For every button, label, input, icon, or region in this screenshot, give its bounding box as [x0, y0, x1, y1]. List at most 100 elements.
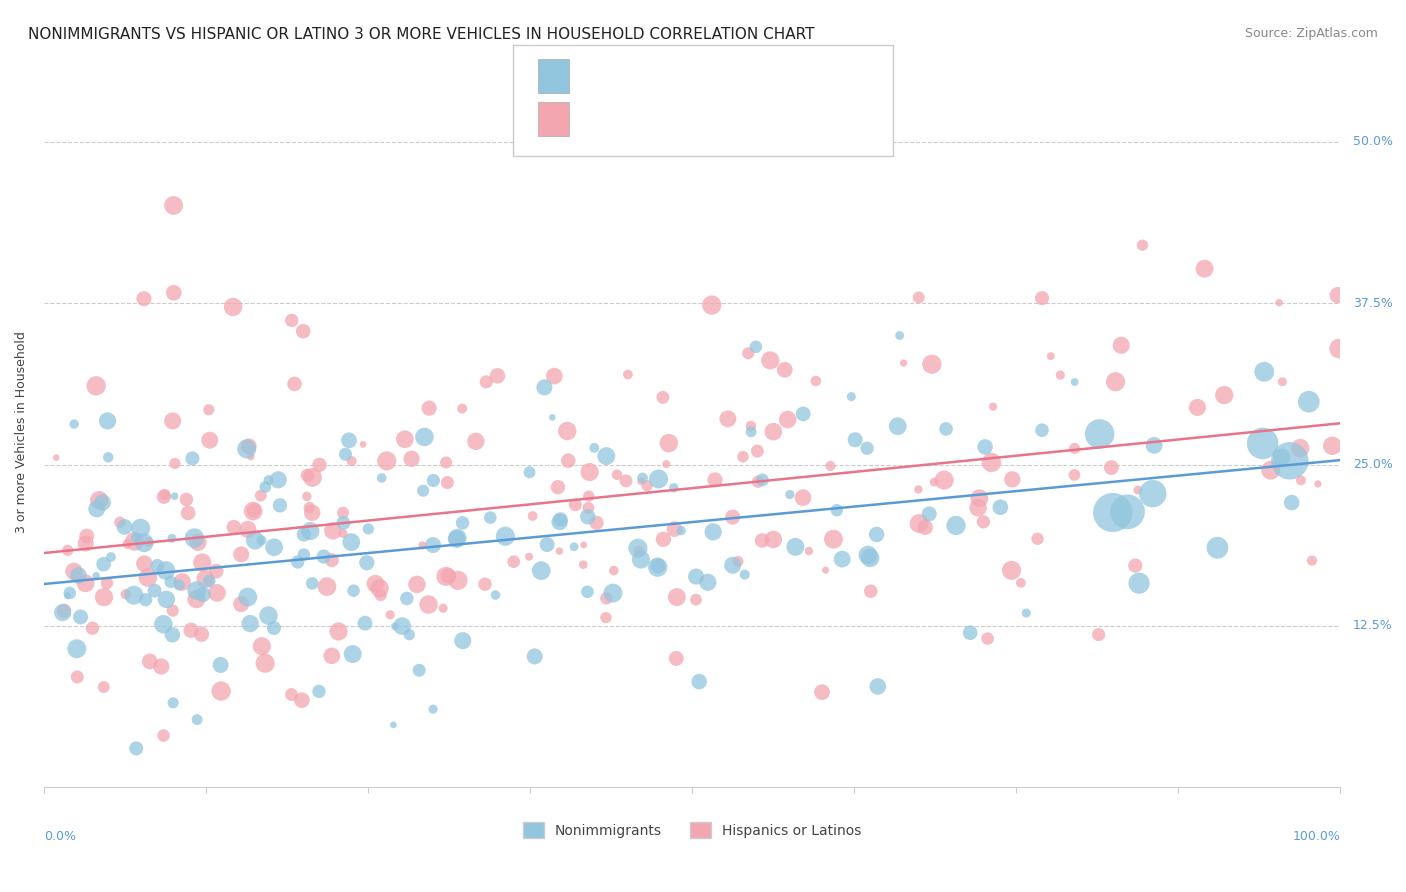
Point: [422, 702, 444, 716]
Point: [280, 688, 302, 702]
Point: [162, 414, 184, 428]
Point: [804, 374, 827, 388]
Point: [856, 548, 879, 562]
Point: [152, 617, 174, 632]
Point: [1026, 532, 1049, 546]
Point: [134, 536, 156, 550]
Point: [1298, 394, 1320, 409]
Point: [595, 591, 617, 606]
Point: [550, 512, 572, 526]
Point: [283, 376, 305, 391]
Point: [152, 729, 174, 743]
Point: [391, 619, 413, 633]
Point: [84, 379, 107, 393]
Point: [412, 538, 434, 552]
Point: [100, 549, 122, 564]
Point: [187, 535, 209, 549]
Point: [1039, 349, 1062, 363]
Point: [134, 557, 156, 571]
Point: [194, 572, 217, 586]
Point: [522, 509, 544, 524]
Point: [614, 474, 637, 488]
Point: [717, 412, 740, 426]
Point: [751, 533, 773, 548]
Point: [530, 564, 553, 578]
Point: [136, 571, 159, 585]
Point: [108, 516, 131, 530]
Point: [91, 495, 114, 509]
Point: [186, 583, 208, 598]
Point: [578, 465, 600, 479]
Point: [981, 400, 1004, 414]
Point: [820, 458, 842, 473]
Point: [180, 624, 202, 638]
Point: [1104, 375, 1126, 389]
Point: [1063, 375, 1085, 389]
Point: [308, 684, 330, 698]
Point: [959, 625, 981, 640]
Point: [297, 468, 319, 483]
Point: [291, 693, 314, 707]
Point: [342, 583, 364, 598]
Point: [162, 696, 184, 710]
Point: [93, 680, 115, 694]
Point: [908, 516, 931, 531]
Text: 12.5%: 12.5%: [1353, 619, 1393, 632]
Point: [93, 590, 115, 604]
Point: [557, 453, 579, 467]
Point: [75, 536, 97, 550]
Point: [831, 552, 853, 566]
Point: [321, 648, 343, 663]
Point: [1327, 342, 1350, 356]
Point: [124, 534, 146, 549]
Point: [87, 493, 110, 508]
Point: [451, 633, 474, 648]
Point: [301, 506, 323, 520]
Point: [163, 285, 186, 300]
Point: [301, 470, 323, 484]
Point: [547, 480, 569, 494]
Text: 37.5%: 37.5%: [1353, 297, 1393, 310]
Point: [762, 533, 785, 547]
Point: [257, 473, 280, 487]
Point: [636, 478, 658, 492]
Point: [1271, 375, 1294, 389]
Point: [342, 647, 364, 661]
Point: [1206, 541, 1229, 555]
Point: [688, 674, 710, 689]
Point: [734, 567, 756, 582]
Point: [1063, 442, 1085, 456]
Point: [382, 718, 405, 732]
Point: [486, 368, 509, 383]
Point: [191, 556, 214, 570]
Point: [150, 659, 173, 673]
Point: [153, 487, 176, 501]
Point: [163, 457, 186, 471]
Point: [198, 402, 221, 417]
Point: [655, 457, 678, 471]
Point: [792, 407, 814, 421]
Point: [1306, 477, 1329, 491]
Point: [533, 380, 555, 394]
Point: [243, 503, 266, 517]
Point: [1260, 463, 1282, 477]
Point: [163, 489, 186, 503]
Point: [576, 509, 599, 524]
Point: [1001, 472, 1024, 486]
Point: [585, 516, 607, 530]
Point: [332, 506, 354, 520]
Point: [332, 526, 354, 541]
Point: [669, 524, 692, 538]
Point: [370, 471, 392, 485]
Point: [475, 375, 498, 389]
Point: [340, 535, 363, 549]
Point: [222, 520, 245, 534]
Point: [1000, 563, 1022, 577]
Point: [298, 500, 321, 515]
Point: [564, 498, 586, 512]
Point: [972, 515, 994, 529]
Point: [523, 649, 546, 664]
Point: [1278, 454, 1301, 468]
Point: [811, 685, 834, 699]
Point: [627, 541, 650, 556]
